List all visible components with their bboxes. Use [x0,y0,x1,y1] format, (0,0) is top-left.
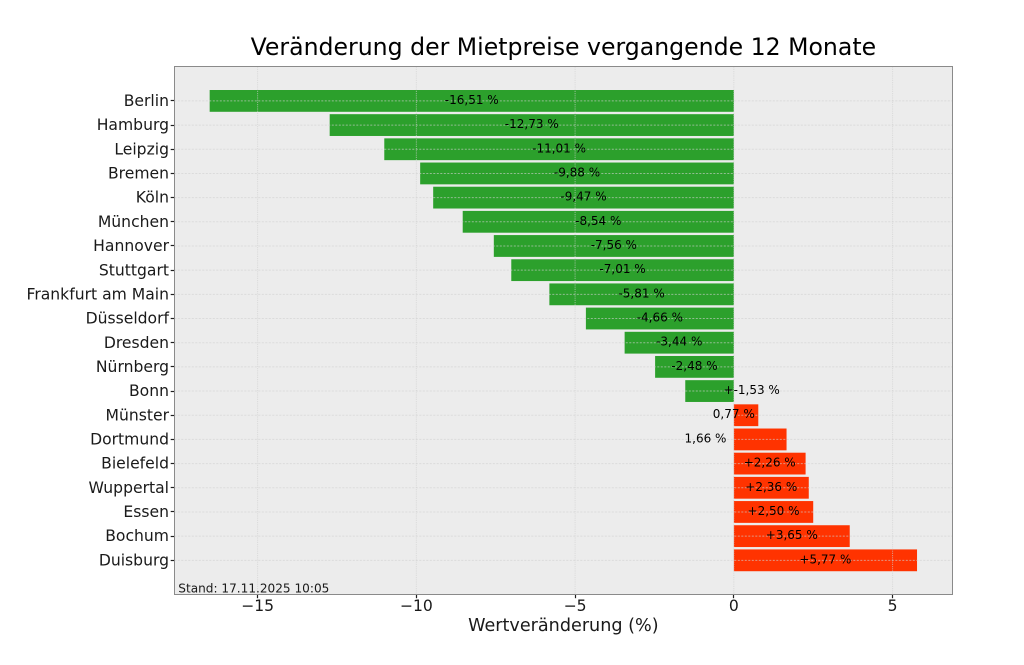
y-tick-label-hamburg: Hamburg [97,116,169,134]
bar-k-ln [433,186,734,209]
x-tick-label: −10 [400,597,433,615]
y-tick-label-dortmund: Dortmund [90,431,169,449]
bar-value-label: +2,36 % [745,480,797,494]
gridlines-group [174,66,953,595]
bar-value-label: +2,26 % [744,456,796,470]
bar-value-label: -4,66 % [637,311,683,325]
y-tick-label-wuppertal: Wuppertal [88,479,169,497]
y-tick-label-berlin: Berlin [124,92,169,110]
y-tick-label-bielefeld: Bielefeld [101,455,169,473]
bar-value-label: 1,66 % [685,431,727,445]
bar-value-label: +2,50 % [748,504,800,518]
bar-value-label: -9,88 % [554,165,600,179]
bar-value-label: -8,54 % [575,214,621,228]
bar-berlin [209,90,734,112]
bar-n-rnberg [655,355,734,378]
axes-ticks-group: −15 −10 −5 0 5 Berlin Hamburg Leipzig Bremen Köln… [27,92,898,615]
y-tick-label-k-ln: Köln [136,189,169,207]
bar-labels-group: -16,51 % -12,73 % -11,01 % -9,88 % -9,47 % -8… [445,93,852,566]
y-tick-label-m-nster: Münster [106,406,170,424]
bar-value-label: +5,77 % [799,552,851,566]
timestamp-note: Stand: 17.11.2025 10:05 [178,582,329,596]
bar-value-label: -5,81 % [618,286,664,300]
x-tick-label: 0 [729,597,739,615]
plot-border [174,66,953,595]
bar-value-label: +3,65 % [766,528,818,542]
bar-value-label: 0,77 % [713,407,755,421]
y-tick-label-d-sseldorf: Düsseldorf [86,310,170,328]
x-tick-label: −5 [564,597,587,615]
bars-group [209,90,918,572]
y-tick-label-leipzig: Leipzig [114,140,169,158]
y-tick-label-bochum: Bochum [105,527,169,545]
x-tick-label: −15 [241,597,274,615]
bar-value-label: -2,48 % [671,359,717,373]
bar-value-label: -9,47 % [560,190,606,204]
y-tick-label-m-nchen: München [98,213,169,231]
y-tick-label-bremen: Bremen [108,165,169,183]
y-tick-label-duisburg: Duisburg [99,551,169,569]
y-tick-label-n-rnberg: Nürnberg [96,358,169,376]
y-tick-label-hannover: Hannover [93,237,169,255]
bar-bonn [685,380,734,402]
bar-value-label: -3,44 % [656,335,702,349]
bar-value-label: -7,01 % [599,262,645,276]
y-tick-label-essen: Essen [123,503,169,521]
x-axis-label: Wertveränderung (%) [468,616,658,636]
bar-value-label: -12,73 % [505,117,559,131]
bar-hannover [493,235,734,257]
bar-value-label: -11,01 % [532,141,586,155]
y-tick-label-dresden: Dresden [104,334,169,352]
bar-value-label: -7,56 % [591,238,637,252]
y-tick-label-stuttgart: Stuttgart [99,261,169,279]
bar-d-sseldorf [585,307,734,330]
bar-leipzig [384,138,734,161]
x-tick-label: 5 [888,597,898,615]
bar-wuppertal [733,476,809,499]
bar-value-label: -16,51 % [445,93,499,107]
y-tick-label-bonn: Bonn [129,382,169,400]
y-tick-label-frankfurt-am-main: Frankfurt am Main [27,285,170,303]
chart-title: Veränderung der Mietpreise vergangende 1… [251,33,877,61]
bar-value-label: +-1,53 % [724,383,780,397]
